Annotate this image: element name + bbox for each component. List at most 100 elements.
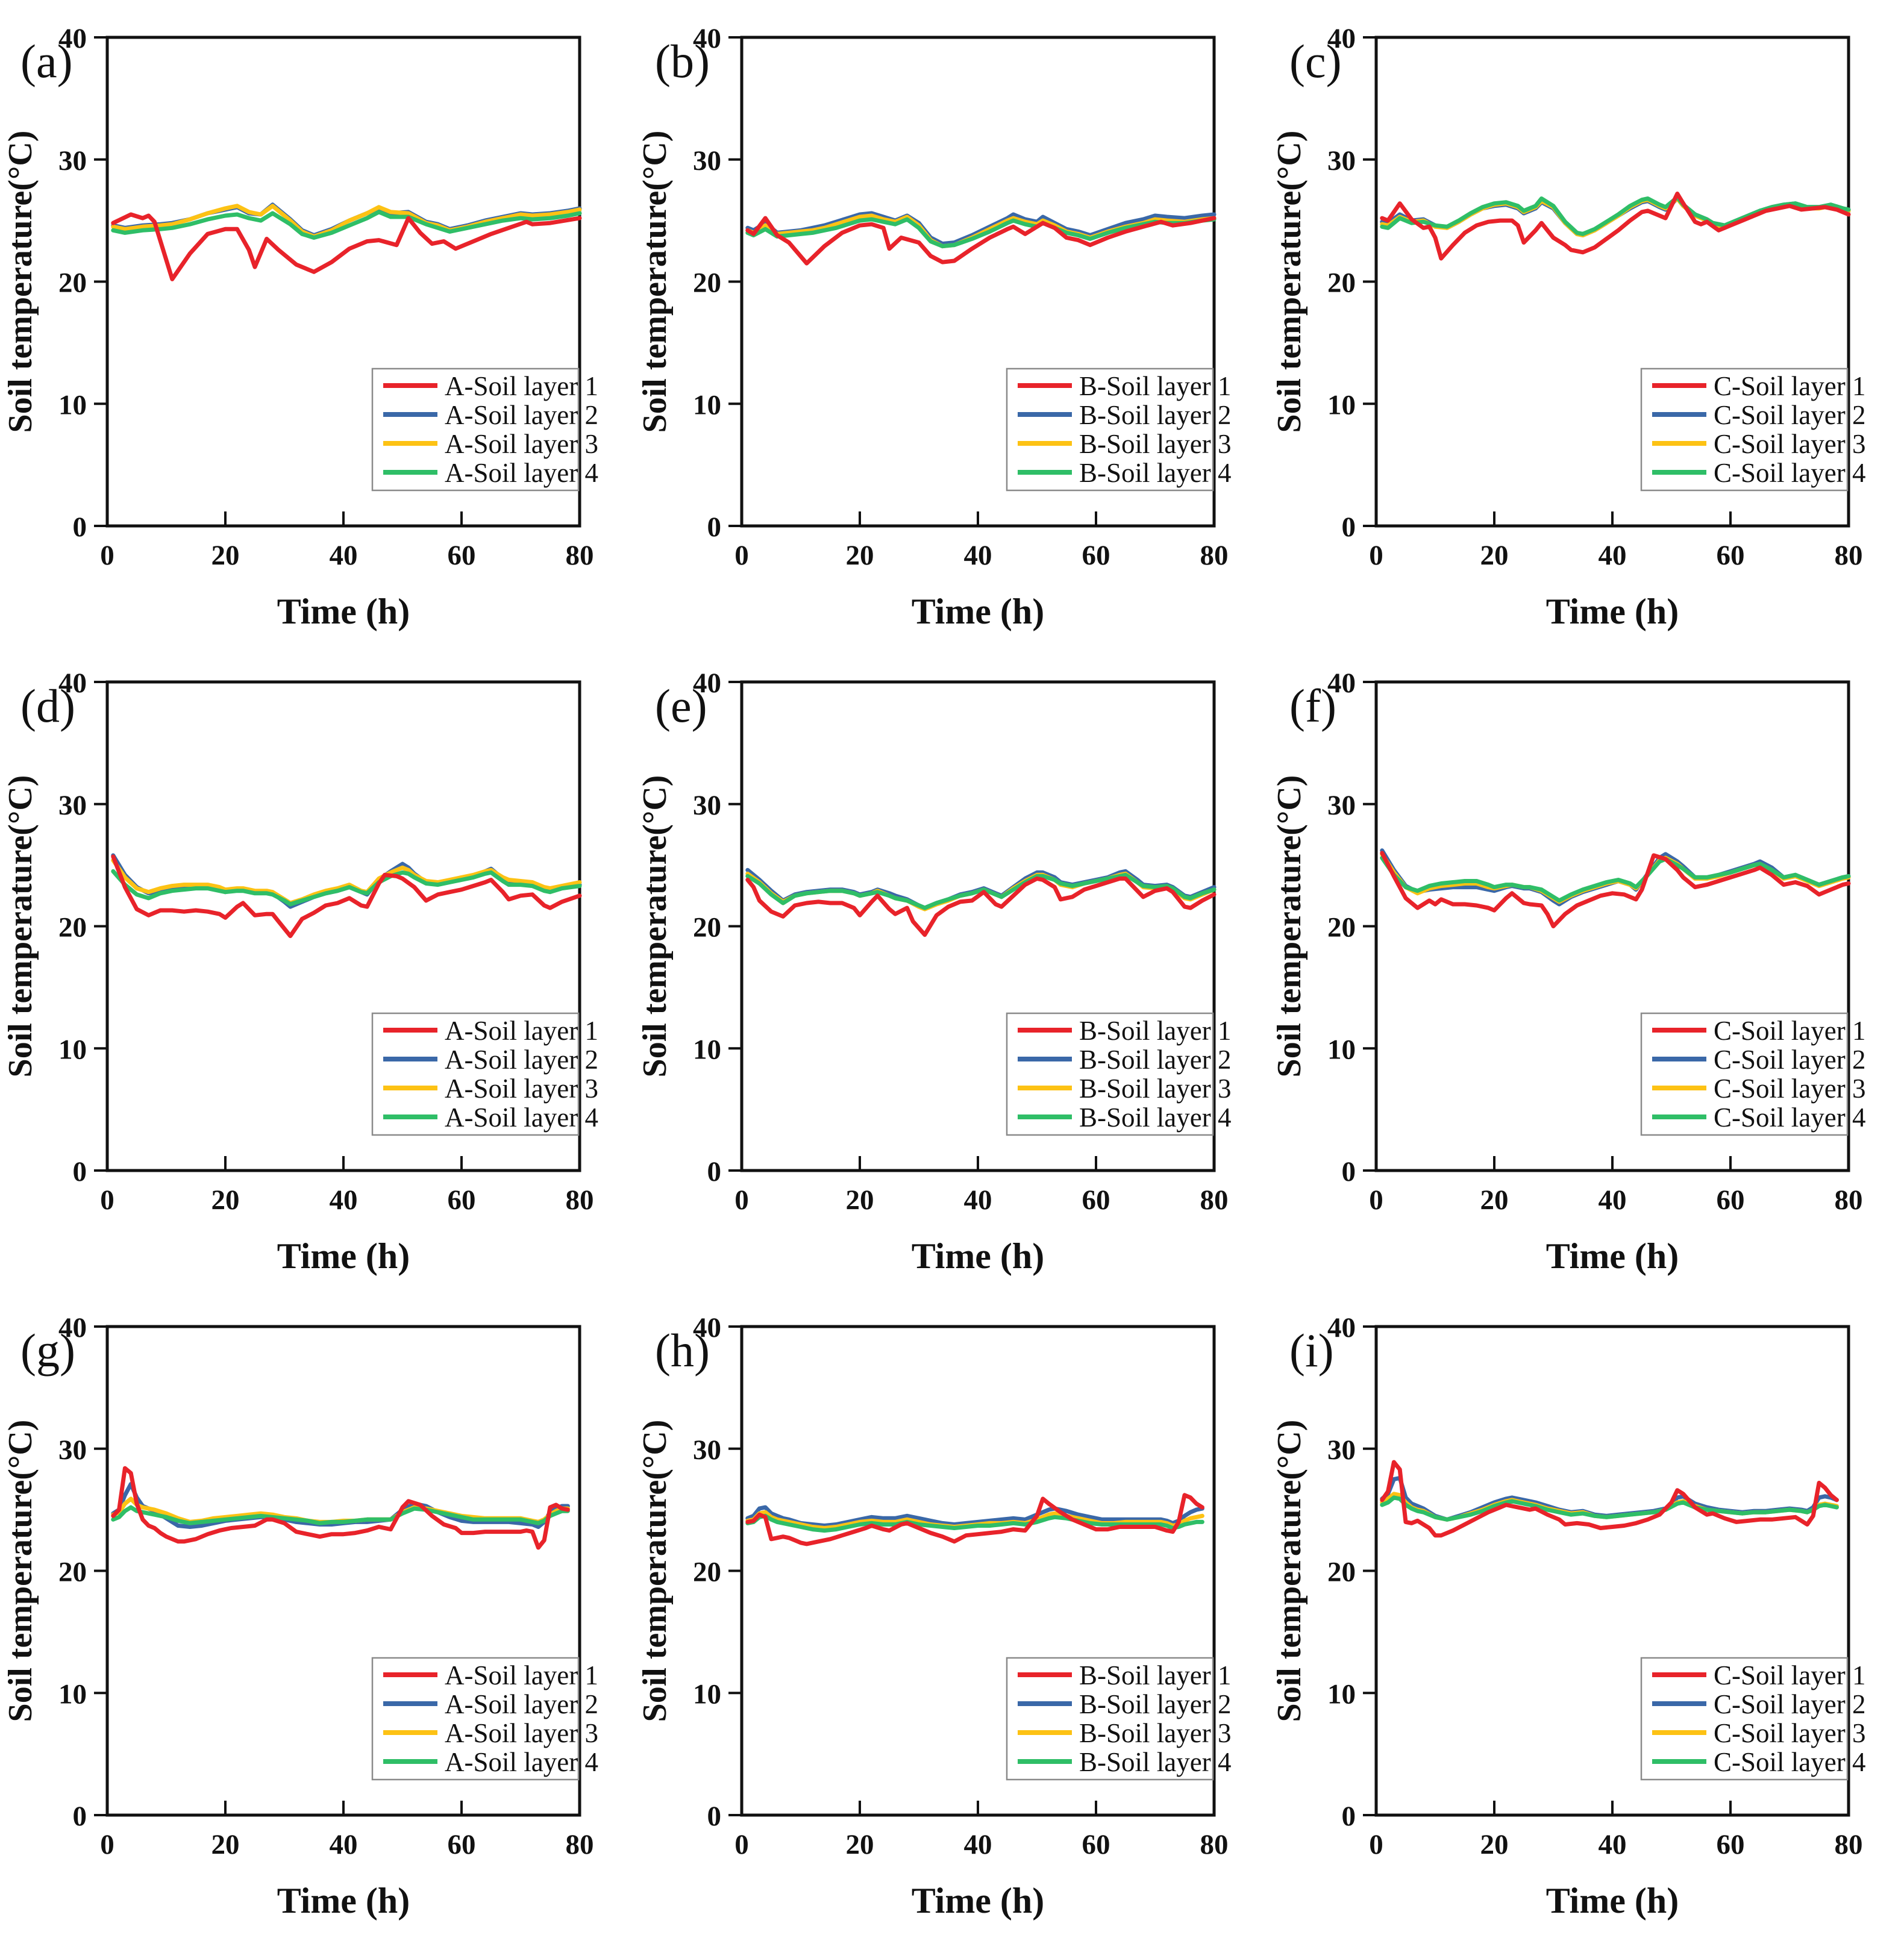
x-tick-label: 80 bbox=[1835, 540, 1863, 571]
legend-label-3: A-Soil layer 3 bbox=[445, 1718, 598, 1748]
chart-svg-h: 0 20 40 60 80 0 10 20 30 40 Soil temperature(°C) Ti… bbox=[636, 1312, 1231, 1921]
y-tick-label: 20 bbox=[693, 267, 721, 299]
series-line-b-soil-layer-2 bbox=[745, 211, 1217, 246]
y-tick-label: 40 bbox=[693, 667, 721, 699]
x-tick-label: 20 bbox=[211, 1184, 240, 1216]
plot-frame bbox=[105, 1325, 581, 1817]
legend-label-2: A-Soil layer 2 bbox=[445, 1689, 598, 1719]
panel-tag-c: (c) bbox=[1289, 35, 1342, 87]
legend-label-2: A-Soil layer 2 bbox=[445, 400, 598, 430]
y-tick-label: 20 bbox=[58, 912, 87, 943]
x-tick-label: 20 bbox=[846, 1184, 874, 1216]
y-tick-label: 40 bbox=[1327, 667, 1356, 699]
panel-tag-i: (i) bbox=[1289, 1324, 1334, 1377]
plot-frame bbox=[1374, 1325, 1850, 1817]
y-tick-label: 10 bbox=[58, 389, 87, 420]
series-line-c-soil-layer-4 bbox=[1380, 195, 1851, 236]
series-line-b-soil-layer-1 bbox=[745, 876, 1217, 937]
y-tick-label: 0 bbox=[1342, 1801, 1356, 1832]
y-tick-label: 0 bbox=[1342, 511, 1356, 543]
chart-svg-f: 0 20 40 60 80 0 10 20 30 40 Soil temperature(°C) Ti… bbox=[1271, 667, 1865, 1276]
x-tick-label: 0 bbox=[100, 540, 114, 571]
y-tick-label: 30 bbox=[693, 1434, 721, 1466]
x-tick-label: 60 bbox=[1717, 1184, 1745, 1216]
legend-label-3: A-Soil layer 3 bbox=[445, 1074, 598, 1104]
legend-label-1: C-Soil layer 1 bbox=[1714, 1660, 1865, 1690]
y-tick-label: 40 bbox=[58, 1312, 87, 1343]
plot-frame bbox=[105, 680, 581, 1172]
legend-label-3: B-Soil layer 3 bbox=[1079, 1074, 1231, 1104]
x-tick-label: 80 bbox=[1200, 540, 1229, 571]
x-tick-label: 40 bbox=[1599, 1829, 1627, 1860]
x-tick-label: 40 bbox=[330, 1184, 358, 1216]
series-line-a-soil-layer-4 bbox=[111, 869, 582, 907]
x-tick-label: 20 bbox=[846, 540, 874, 571]
x-tick-label: 60 bbox=[1717, 540, 1745, 571]
chart-panel-g: 0 20 40 60 80 0 10 20 30 40 Soil temperature(°C) Ti… bbox=[0, 1289, 634, 1934]
legend-label-1: B-Soil layer 1 bbox=[1079, 1016, 1231, 1046]
panel-tag-b: (b) bbox=[655, 35, 710, 87]
x-tick-label: 80 bbox=[1200, 1184, 1229, 1216]
chart-panel-c: 0 20 40 60 80 0 10 20 30 40 Soil temperature(°C) Ti… bbox=[1269, 0, 1903, 645]
x-tick-label: 40 bbox=[330, 1829, 358, 1860]
y-tick-label: 20 bbox=[1327, 1557, 1356, 1588]
series-line-b-soil-layer-1 bbox=[745, 216, 1217, 266]
x-axis-label: Time (h) bbox=[912, 1881, 1045, 1921]
y-tick-label: 10 bbox=[693, 1678, 721, 1710]
y-axis-label: Soil temperature(°C) bbox=[636, 1420, 674, 1722]
y-tick-label: 0 bbox=[707, 1156, 722, 1187]
x-axis-label: Time (h) bbox=[1546, 592, 1679, 631]
chart-svg-g: 0 20 40 60 80 0 10 20 30 40 Soil temperature(°C) Ti… bbox=[2, 1312, 598, 1921]
y-axis-label: Soil temperature(°C) bbox=[636, 775, 674, 1078]
chart-panel-e: 0 20 40 60 80 0 10 20 30 40 Soil temperature(°C) Ti… bbox=[634, 645, 1269, 1289]
plot-frame bbox=[740, 1325, 1216, 1817]
legend-label-4: C-Soil layer 4 bbox=[1714, 458, 1865, 488]
series-line-c-soil-layer-1 bbox=[1380, 192, 1851, 261]
chart-panel-a: 0 20 40 60 80 0 10 20 30 40 Soil temperature(°C) Ti… bbox=[0, 0, 634, 645]
legend-label-4: B-Soil layer 4 bbox=[1079, 1747, 1231, 1777]
x-tick-label: 80 bbox=[566, 540, 594, 571]
x-axis-label: Time (h) bbox=[912, 592, 1045, 631]
series-line-a-soil-layer-3 bbox=[111, 204, 582, 239]
x-tick-label: 0 bbox=[734, 540, 749, 571]
y-axis-label: Soil temperature(°C) bbox=[636, 131, 674, 433]
legend-label-3: C-Soil layer 3 bbox=[1714, 429, 1865, 459]
y-tick-label: 30 bbox=[58, 790, 87, 821]
y-tick-label: 10 bbox=[58, 1034, 87, 1065]
x-tick-label: 40 bbox=[964, 540, 992, 571]
y-tick-label: 40 bbox=[58, 667, 87, 699]
x-tick-label: 0 bbox=[100, 1829, 114, 1860]
x-tick-label: 0 bbox=[100, 1184, 114, 1216]
legend-label-2: C-Soil layer 2 bbox=[1714, 400, 1865, 430]
x-tick-label: 60 bbox=[1082, 540, 1110, 571]
x-axis-label: Time (h) bbox=[1546, 1881, 1679, 1921]
series-line-a-soil-layer-4 bbox=[111, 1505, 570, 1525]
legend-label-4: A-Soil layer 4 bbox=[445, 1747, 598, 1777]
x-tick-label: 60 bbox=[448, 1184, 476, 1216]
x-tick-label: 80 bbox=[1200, 1829, 1229, 1860]
x-axis-label: Time (h) bbox=[277, 1881, 410, 1921]
x-tick-label: 60 bbox=[1082, 1829, 1110, 1860]
legend-label-2: B-Soil layer 2 bbox=[1079, 1045, 1231, 1075]
panel-tag-e: (e) bbox=[655, 680, 707, 732]
x-tick-label: 0 bbox=[1369, 1184, 1383, 1216]
legend-label-4: B-Soil layer 4 bbox=[1079, 458, 1231, 488]
x-tick-label: 60 bbox=[1082, 1184, 1110, 1216]
x-tick-label: 80 bbox=[1835, 1184, 1863, 1216]
x-tick-label: 80 bbox=[566, 1829, 594, 1860]
chart-svg-c: 0 20 40 60 80 0 10 20 30 40 Soil temperature(°C) Ti… bbox=[1271, 23, 1865, 631]
x-tick-label: 20 bbox=[1480, 540, 1509, 571]
series-line-c-soil-layer-1 bbox=[1380, 851, 1851, 928]
panel-tag-f: (f) bbox=[1289, 680, 1336, 732]
y-tick-label: 20 bbox=[1327, 267, 1356, 299]
y-tick-label: 30 bbox=[693, 145, 721, 177]
series-line-c-soil-layer-4 bbox=[1380, 855, 1851, 903]
series-line-a-soil-layer-3 bbox=[111, 858, 582, 905]
y-tick-label: 10 bbox=[1327, 1678, 1356, 1710]
legend-label-2: B-Soil layer 2 bbox=[1079, 400, 1231, 430]
legend-label-1: B-Soil layer 1 bbox=[1079, 371, 1231, 401]
legend-label-1: A-Soil layer 1 bbox=[445, 371, 598, 401]
legend-label-1: A-Soil layer 1 bbox=[445, 1660, 598, 1690]
x-tick-label: 40 bbox=[964, 1829, 992, 1860]
